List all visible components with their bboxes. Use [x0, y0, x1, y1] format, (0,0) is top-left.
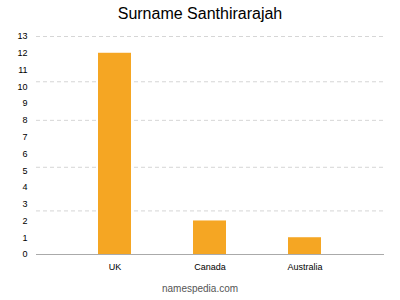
svg-text:11: 11 — [18, 65, 27, 75]
svg-text:8: 8 — [22, 115, 27, 125]
svg-text:Australia: Australia — [287, 262, 322, 272]
svg-text:1: 1 — [22, 233, 27, 243]
svg-text:9: 9 — [22, 98, 27, 108]
svg-text:5: 5 — [22, 166, 27, 176]
svg-text:7: 7 — [22, 132, 27, 142]
html-text:Surname Santhirarajah: Surname Santhirarajah — [117, 5, 283, 22]
svg-text:4: 4 — [22, 182, 27, 192]
svg-text:13: 13 — [17, 31, 27, 41]
svg-text:0: 0 — [22, 249, 27, 259]
svg-text:UK: UK — [109, 262, 122, 272]
svg-text:2: 2 — [22, 216, 27, 226]
svg-text:3: 3 — [22, 199, 27, 209]
html-text:namespedia.com: namespedia.com — [161, 283, 239, 294]
svg-text:10: 10 — [17, 82, 27, 92]
svg-text:6: 6 — [22, 149, 27, 159]
svg-text:Canada: Canada — [194, 262, 226, 272]
svg-text:12: 12 — [17, 48, 27, 58]
